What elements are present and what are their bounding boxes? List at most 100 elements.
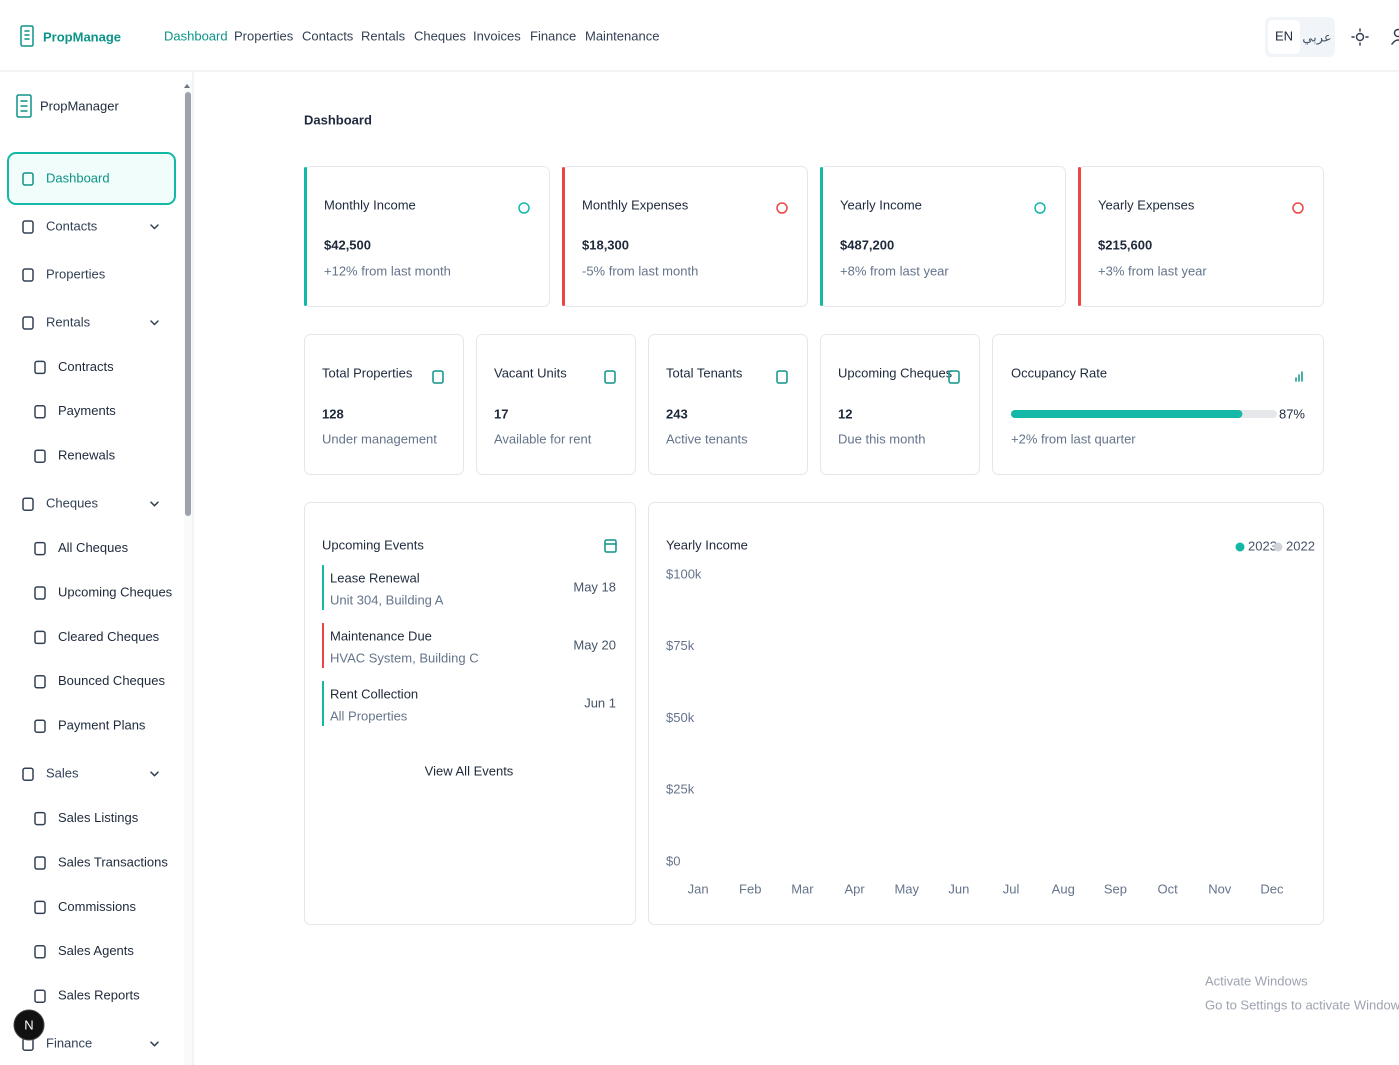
nav-link[interactable]: Cheques bbox=[414, 28, 467, 43]
sidebar-subitem[interactable]: Cleared Cheques bbox=[58, 629, 160, 644]
icon-shape bbox=[22, 767, 34, 781]
nav-link[interactable]: Maintenance bbox=[585, 28, 659, 43]
stat-icon bbox=[1292, 202, 1304, 214]
language-option[interactable]: EN bbox=[1275, 28, 1293, 43]
chevron bbox=[150, 224, 159, 230]
chevron bbox=[150, 320, 159, 326]
icon bbox=[34, 719, 46, 733]
stat-accent bbox=[820, 167, 823, 306]
counter-title: Total Tenants bbox=[666, 365, 743, 380]
stat-accent bbox=[562, 167, 565, 306]
brand[interactable]: PropManage bbox=[43, 29, 121, 44]
sidebar-menu: Dashboard Contacts Properties Rentals Contra… bbox=[7, 152, 176, 1051]
event-accent bbox=[322, 565, 324, 610]
y-tick-label: $25k bbox=[666, 782, 695, 797]
icon-shape bbox=[34, 811, 46, 826]
sidebar-subitem[interactable]: Renewals bbox=[58, 448, 116, 463]
icon bbox=[34, 811, 46, 826]
sidebar-subitem[interactable]: Sales Listings bbox=[58, 810, 139, 825]
sidebar-subitem[interactable]: Sales Agents bbox=[58, 943, 134, 958]
counter-note: Under management bbox=[322, 431, 437, 446]
theme-toggle[interactable] bbox=[1351, 28, 1369, 46]
nav-link[interactable]: Rentals bbox=[361, 28, 406, 43]
icon bbox=[34, 900, 46, 915]
sidebar-subitem[interactable]: Payments bbox=[58, 403, 116, 418]
chevron bbox=[150, 501, 159, 507]
sidebar-item[interactable]: Properties bbox=[46, 266, 106, 281]
sidebar-item[interactable]: Finance bbox=[46, 1036, 92, 1051]
events-link[interactable]: View All Events bbox=[425, 763, 514, 778]
scrollbar-thumb[interactable] bbox=[185, 92, 191, 516]
icon-shape bbox=[34, 900, 46, 915]
chevron bbox=[150, 771, 159, 777]
sidebar-item[interactable]: Sales bbox=[46, 766, 79, 781]
counter-title: Vacant Units bbox=[494, 365, 567, 380]
sidebar-item[interactable]: Contacts bbox=[46, 218, 98, 233]
icon-shape bbox=[22, 268, 34, 282]
occupancy-label: 87% bbox=[1279, 406, 1305, 421]
nav-link[interactable]: Invoices bbox=[473, 28, 521, 43]
x-tick-label: Apr bbox=[844, 881, 865, 896]
legend-label: 2022 bbox=[1286, 538, 1315, 553]
icon bbox=[34, 989, 46, 1003]
event-title: Maintenance Due bbox=[330, 628, 432, 643]
icon-shape bbox=[34, 449, 46, 463]
counter-card bbox=[304, 334, 464, 475]
icon bbox=[22, 268, 34, 282]
stat-note: +8% from last year bbox=[840, 263, 949, 278]
sidebar-subitem[interactable]: Commissions bbox=[58, 899, 137, 914]
nav-link[interactable]: Finance bbox=[530, 28, 576, 43]
sidebar-subitem[interactable]: Upcoming Cheques bbox=[58, 584, 173, 599]
brand-icon bbox=[20, 25, 34, 47]
sidebar-brand[interactable]: PropManager bbox=[40, 98, 119, 113]
icon-shape bbox=[34, 586, 46, 600]
sidebar-subitem[interactable]: Sales Transactions bbox=[58, 854, 168, 869]
occupancy-bar bbox=[1011, 410, 1243, 418]
sidebar-subitem[interactable]: Sales Reports bbox=[58, 988, 140, 1003]
icon bbox=[34, 856, 46, 870]
icon-shape bbox=[34, 989, 46, 1003]
icon-shape bbox=[776, 370, 788, 384]
nav-link[interactable]: Contacts bbox=[302, 28, 354, 43]
y-tick-label: $0 bbox=[666, 853, 680, 868]
stat-title: Yearly Expenses bbox=[1098, 197, 1195, 212]
icon-shape bbox=[948, 370, 960, 384]
dev-badge-label: N bbox=[24, 1017, 33, 1032]
sidebar-item[interactable]: Dashboard bbox=[46, 170, 110, 185]
sidebar-subitem[interactable]: All Cheques bbox=[58, 540, 129, 555]
stat-note: +3% from last year bbox=[1098, 263, 1207, 278]
y-tick-label: $100k bbox=[666, 566, 702, 581]
user-menu[interactable] bbox=[1391, 28, 1399, 45]
icon-shape bbox=[34, 945, 46, 959]
icon-shape bbox=[34, 719, 46, 733]
sidebar-item[interactable]: Rentals bbox=[46, 314, 91, 329]
sidebar-item[interactable]: Cheques bbox=[46, 496, 99, 511]
icon-shape bbox=[432, 370, 444, 384]
nav-link[interactable]: Dashboard bbox=[164, 28, 228, 43]
stat-value: $18,300 bbox=[582, 237, 629, 252]
scrollbar-arrow bbox=[184, 84, 190, 88]
nav-link[interactable]: Properties bbox=[234, 28, 294, 43]
event-title: Lease Renewal bbox=[330, 570, 420, 585]
icon-shape bbox=[22, 172, 34, 186]
chart-title: Yearly Income bbox=[666, 537, 748, 552]
events-card bbox=[304, 502, 636, 925]
sidebar-subitem[interactable]: Payment Plans bbox=[58, 718, 146, 733]
language-active bbox=[1268, 20, 1300, 54]
x-tick-label: Aug bbox=[1052, 881, 1075, 896]
watermark-subtitle: Go to Settings to activate Windows. bbox=[1205, 997, 1399, 1012]
counter-note: Active tenants bbox=[666, 431, 748, 446]
icon-shape bbox=[22, 316, 34, 330]
stat-icon bbox=[1034, 202, 1046, 214]
event-subtitle: HVAC System, Building C bbox=[330, 650, 479, 665]
icon-shape bbox=[34, 541, 46, 556]
sidebar-subitem[interactable]: Bounced Cheques bbox=[58, 673, 165, 688]
sidebar-subitem[interactable]: Contracts bbox=[58, 359, 114, 374]
counter-value: 128 bbox=[322, 406, 344, 421]
dev-badge[interactable] bbox=[13, 1009, 45, 1041]
language-option[interactable]: عربي bbox=[1302, 29, 1331, 45]
x-tick-label: May bbox=[894, 881, 919, 896]
icon bbox=[34, 675, 46, 689]
stat-title: Monthly Expenses bbox=[582, 197, 689, 212]
